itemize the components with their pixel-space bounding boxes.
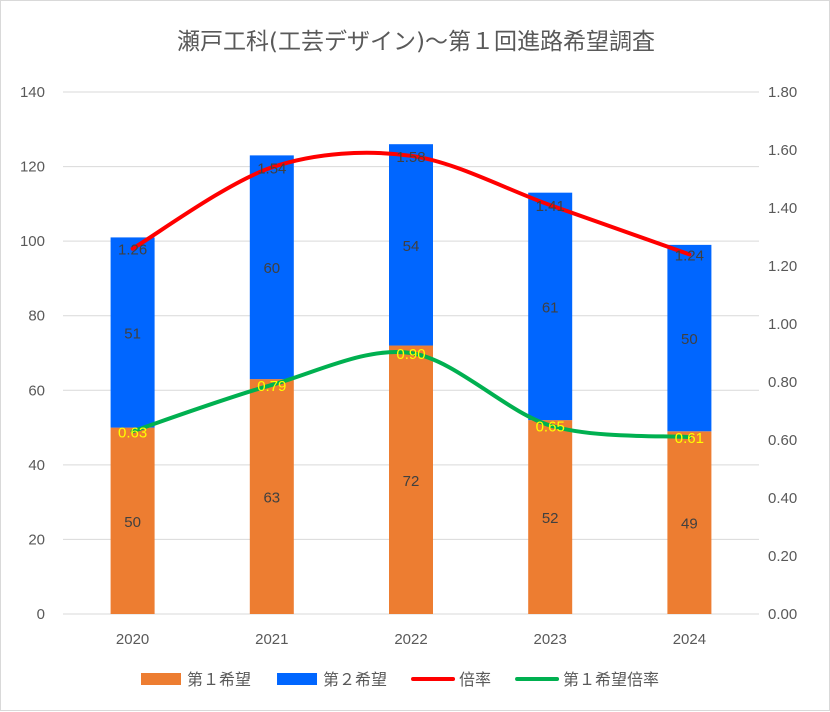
bar-value-label: 72 — [403, 473, 420, 490]
legend-label: 第２希望 — [323, 670, 387, 689]
left-tick-label: 40 — [28, 457, 45, 474]
bar — [528, 420, 573, 614]
bar — [667, 431, 712, 614]
bar — [249, 379, 294, 614]
bars — [110, 144, 712, 614]
right-tick-label: 1.60 — [768, 142, 797, 159]
right-axis: 0.00 0.20 0.40 0.60 0.80 1.00 1.20 1.40 1.60 1.80 — [768, 84, 797, 623]
legend-item: 第１希望 — [141, 670, 251, 689]
bar — [389, 144, 433, 346]
right-tick-label: 1.40 — [768, 200, 797, 217]
legend-swatch — [277, 673, 318, 685]
line-value-label: 1.58 — [396, 149, 425, 166]
legend-label: 倍率 — [459, 670, 491, 689]
left-tick-label: 80 — [28, 308, 45, 325]
left-tick-label: 140 — [20, 84, 45, 101]
left-axis: 0 20 40 60 80 100 120 140 — [20, 84, 45, 623]
bar — [389, 345, 433, 614]
series-line — [130, 350, 692, 440]
legend: 第１希望 第２希望 倍率 第１希望倍率 — [141, 670, 659, 689]
bar — [110, 237, 155, 428]
line-value-label: 0.63 — [118, 424, 147, 441]
right-tick-label: 1.00 — [768, 316, 797, 333]
line-value-label: 1.41 — [536, 198, 565, 215]
x-tick-label: 2024 — [673, 631, 706, 648]
bar-value-label: 61 — [542, 299, 559, 316]
legend-label: 第１希望倍率 — [563, 670, 659, 689]
bar-value-label: 51 — [124, 325, 141, 342]
left-tick-label: 120 — [20, 159, 45, 176]
bar-value-label: 49 — [681, 516, 698, 533]
series-line — [130, 150, 692, 257]
legend-item: 第１希望倍率 — [515, 670, 659, 689]
bar-value-label: 52 — [542, 510, 559, 527]
bar — [249, 155, 294, 380]
bar-value-label: 50 — [681, 331, 698, 348]
right-tick-label: 1.20 — [768, 258, 797, 275]
x-tick-label: 2023 — [534, 631, 567, 648]
line-value-label: 0.61 — [675, 430, 704, 447]
right-tick-label: 0.00 — [768, 606, 797, 623]
legend-label: 第１希望 — [187, 670, 251, 689]
x-axis: 2020 2021 2022 2023 2024 — [116, 631, 706, 648]
x-tick-label: 2020 — [116, 631, 149, 648]
left-tick-label: 0 — [37, 606, 45, 623]
line-value-label: 0.79 — [257, 378, 286, 395]
left-tick-label: 20 — [28, 531, 45, 548]
left-tick-label: 60 — [28, 382, 45, 399]
line-value-label: 0.65 — [536, 419, 565, 436]
right-tick-label: 0.20 — [768, 548, 797, 565]
bar — [110, 427, 155, 614]
legend-item: 第２希望 — [277, 670, 387, 689]
bar — [528, 192, 573, 421]
line-value-label: 0.90 — [396, 346, 425, 363]
lines — [130, 150, 692, 440]
line-value-label: 1.26 — [118, 242, 147, 259]
chart-title: 瀬戸工科(工芸デザイン)～第１回進路希望調査 — [177, 29, 655, 55]
legend-item: 倍率 — [411, 670, 491, 689]
bar — [667, 244, 712, 432]
right-tick-label: 1.80 — [768, 84, 797, 101]
bar-value-label: 54 — [403, 238, 420, 255]
legend-swatch — [141, 673, 181, 685]
right-tick-label: 0.40 — [768, 490, 797, 507]
bar-value-label: 63 — [263, 490, 280, 507]
left-tick-label: 100 — [20, 233, 45, 250]
bar-value-label: 60 — [263, 260, 280, 277]
x-tick-label: 2022 — [394, 631, 427, 648]
x-tick-label: 2021 — [255, 631, 288, 648]
line-value-label: 1.24 — [675, 247, 704, 264]
line-value-label: 1.54 — [257, 160, 286, 177]
bar-value-label: 50 — [124, 514, 141, 531]
right-tick-label: 0.80 — [768, 374, 797, 391]
data-labels: 50 51 63 60 72 54 52 61 49 50 1.26 1.54 1.58 1.41 1.24… — [118, 149, 704, 533]
right-tick-label: 0.60 — [768, 432, 797, 449]
